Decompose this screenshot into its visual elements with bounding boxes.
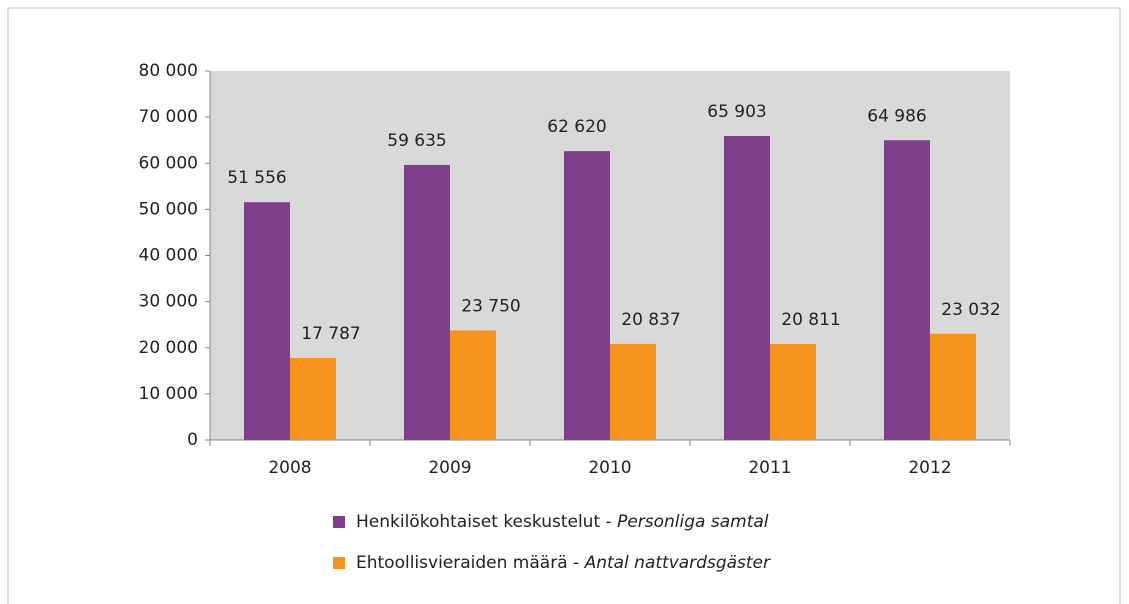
y-tick-label: 40 000: [139, 246, 198, 266]
x-tick-label: 2011: [748, 458, 791, 478]
y-tick-label: 70 000: [139, 107, 198, 127]
value-label: 17 787: [301, 324, 360, 344]
bar: [930, 333, 976, 440]
value-label: 62 620: [547, 117, 606, 137]
x-tick-label: 2010: [588, 458, 631, 478]
y-tick-label: 60 000: [139, 153, 198, 173]
value-label: 64 986: [867, 106, 926, 126]
bar: [564, 151, 610, 440]
x-tick-label: 2012: [908, 458, 951, 478]
y-tick-label: 20 000: [139, 338, 198, 358]
value-label: 59 635: [387, 131, 446, 151]
y-tick-label: 50 000: [139, 199, 198, 219]
value-label: 20 811: [781, 310, 840, 330]
bar: [244, 202, 290, 440]
legend-swatch: [333, 557, 345, 569]
bar: [724, 136, 770, 441]
value-label: 65 903: [707, 102, 766, 122]
x-tick-label: 2008: [268, 458, 311, 478]
bar: [450, 330, 496, 440]
y-tick-label: 80 000: [139, 61, 198, 81]
bar: [290, 357, 336, 440]
value-label: 23 750: [461, 296, 520, 316]
bar: [884, 140, 930, 440]
legend-swatch: [333, 516, 345, 528]
value-label: 23 032: [941, 300, 1000, 320]
bar: [610, 343, 656, 440]
y-tick-label: 30 000: [139, 292, 198, 312]
y-tick-label: 10 000: [139, 384, 198, 404]
legend-label: Ehtoollisvieraiden määrä - Antal nattvar…: [356, 553, 771, 573]
value-label: 51 556: [227, 168, 286, 188]
value-label: 20 837: [621, 310, 680, 330]
bar: [404, 164, 450, 440]
y-tick-label: 0: [187, 430, 198, 450]
bar: [770, 344, 816, 440]
x-tick-label: 2009: [428, 458, 471, 478]
legend-label: Henkilökohtaiset keskustelut - Personlig…: [356, 512, 769, 532]
